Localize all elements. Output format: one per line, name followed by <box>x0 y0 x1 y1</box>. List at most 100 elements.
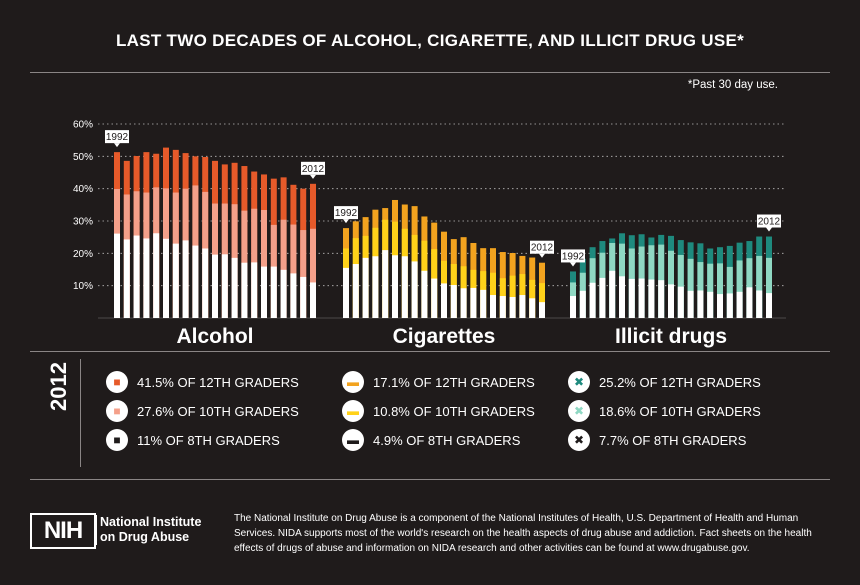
bar-illicit-drugs-8th <box>677 286 684 318</box>
legend-label: 25.2% OF 12TH GRADERS <box>599 374 761 390</box>
bar-alcohol-8th <box>221 254 228 318</box>
bar-illicit-drugs-8th <box>638 278 645 318</box>
legend-label: 41.5% OF 12TH GRADERS <box>137 374 299 390</box>
cup-icon: ■ <box>106 371 128 393</box>
year-tag-label: 2012 <box>302 164 325 175</box>
legend-label: 27.6% OF 10TH GRADERS <box>137 403 299 419</box>
bar-cigarettes-8th <box>411 261 418 318</box>
bar-alcohol-8th <box>241 262 248 318</box>
bar-cigarettes-8th <box>362 257 369 318</box>
year-tag-pointer <box>570 262 576 267</box>
y-tick-label: 10% <box>73 281 93 292</box>
bar-illicit-drugs-8th <box>579 290 586 318</box>
bar-alcohol-10th <box>300 230 307 318</box>
bar-illicit-drugs-10th <box>697 262 704 318</box>
year-tag-pointer <box>539 253 545 258</box>
year-tag-label: 2012 <box>758 217 781 228</box>
bar-illicit-drugs-8th <box>726 293 733 318</box>
chart-area: 60% 50% 40% 30% 20% 10% 1992 2012 Alcohol 1992 201… <box>73 120 786 348</box>
bar-illicit-drugs-8th <box>707 291 714 318</box>
legend-item: ■ 41.5% OF 12TH GRADERS <box>106 369 299 395</box>
legend-item: ▬ 10.8% OF 10TH GRADERS <box>342 398 535 424</box>
bar-alcohol-8th <box>114 233 120 318</box>
page-title: LAST TWO DECADES OF ALCOHOL, CIGARETTE, … <box>115 31 745 50</box>
year-tag-box <box>757 214 781 228</box>
legend-label: 10.8% OF 10TH GRADERS <box>373 403 535 419</box>
year-tag-pointer <box>114 143 120 148</box>
cigarette-icon: ▬ <box>342 429 364 451</box>
bar-alcohol-8th <box>251 262 258 318</box>
year-tag-box <box>334 206 358 220</box>
bar-illicit-drugs-8th <box>766 293 772 318</box>
bar-illicit-drugs-8th <box>668 284 674 318</box>
bar-illicit-drugs-8th <box>619 276 625 318</box>
year-tag-label: 2012 <box>531 243 554 254</box>
bar-alcohol-8th <box>290 273 297 318</box>
bar-cigarettes-8th <box>539 302 545 318</box>
year-tag-label: 1992 <box>562 251 585 262</box>
bar-illicit-drugs-8th <box>717 294 723 318</box>
bar-illicit-drugs-10th <box>736 260 743 318</box>
y-tick-label: 50% <box>73 152 93 163</box>
year-tag-label: 1992 <box>335 208 358 219</box>
bar-alcohol-8th <box>143 238 150 318</box>
bar-alcohol-10th <box>280 219 287 318</box>
bar-cigarettes-8th <box>421 270 428 318</box>
cup-icon: ■ <box>106 400 128 422</box>
bar-cigarettes-8th <box>431 278 438 318</box>
y-tick-label: 30% <box>73 217 93 228</box>
logo-separator <box>96 515 97 545</box>
bar-illicit-drugs-8th <box>658 280 665 318</box>
year-tag-box <box>561 249 585 263</box>
bar-alcohol-10th <box>310 228 316 318</box>
legend-item: ✖ 7.7% OF 8TH GRADERS <box>568 427 746 453</box>
bar-illicit-drugs-8th <box>599 277 606 318</box>
bar-alcohol-8th <box>182 240 189 318</box>
bar-illicit-drugs-8th <box>628 278 635 318</box>
year-tag: 2012 <box>757 214 781 232</box>
bar-cigarettes-8th <box>372 256 379 318</box>
panel-label-divider <box>30 351 830 352</box>
footnote: *Past 30 day use. <box>687 79 778 91</box>
bar-alcohol-8th <box>231 257 238 318</box>
bar-illicit-drugs-8th <box>746 287 753 318</box>
bar-alcohol-8th <box>261 266 267 318</box>
bar-illicit-drugs-8th <box>609 270 616 318</box>
bar-cigarettes-8th <box>343 267 349 318</box>
bar-cigarettes-10th <box>539 283 545 318</box>
year-tag: 1992 <box>561 249 585 267</box>
bar-alcohol-8th <box>280 269 287 318</box>
bar-illicit-drugs-8th <box>687 290 694 318</box>
legend-year: 2012 <box>46 362 71 411</box>
legend-label: 4.9% OF 8TH GRADERS <box>373 432 521 448</box>
bar-cigarettes-8th <box>392 255 398 318</box>
panel-label: Alcohol <box>177 325 254 348</box>
bar-alcohol-8th <box>300 276 307 318</box>
bar-alcohol-8th <box>310 282 316 318</box>
org-name: National Institute on Drug Abuse <box>100 515 210 545</box>
bar-cigarettes-8th <box>519 295 526 318</box>
year-tag: 1992 <box>334 206 358 224</box>
cup-icon: ■ <box>106 429 128 451</box>
bar-illicit-drugs-10th <box>756 255 763 318</box>
bar-illicit-drugs-10th <box>766 257 772 318</box>
legend-item: ■ 27.6% OF 10TH GRADERS <box>106 398 299 424</box>
y-tick-label: 60% <box>73 120 93 131</box>
y-tick-label: 20% <box>73 249 93 260</box>
bar-cigarettes-8th <box>499 296 506 318</box>
bar-illicit-drugs-8th <box>736 291 743 318</box>
year-tag-box <box>105 130 129 144</box>
bar-illicit-drugs-10th <box>677 254 684 318</box>
bar-illicit-drugs-10th <box>717 263 723 318</box>
bar-alcohol-8th <box>133 235 140 318</box>
bar-cigarettes-8th <box>460 288 467 318</box>
bar-alcohol-8th <box>172 243 179 318</box>
bar-illicit-drugs-10th <box>687 258 694 318</box>
bar-illicit-drugs-8th <box>589 282 596 318</box>
cigarette-icon: ▬ <box>342 371 364 393</box>
bar-alcohol-8th <box>192 245 199 318</box>
legend-item: ✖ 18.6% OF 10TH GRADERS <box>568 398 761 424</box>
year-tag-box <box>301 161 325 175</box>
year-tag-box <box>530 240 554 254</box>
title-divider <box>30 72 830 73</box>
